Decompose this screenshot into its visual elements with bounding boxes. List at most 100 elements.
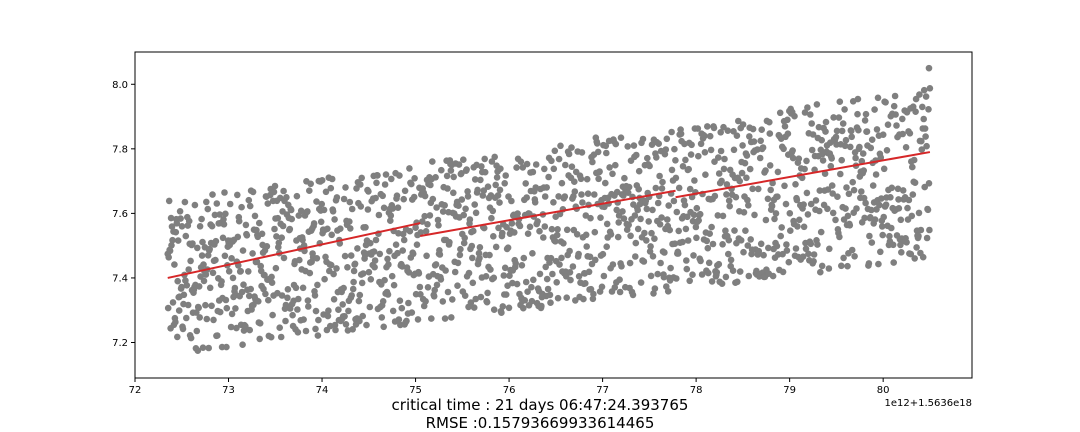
scatter-point [587, 214, 594, 222]
scatter-point [682, 156, 689, 164]
scatter-point [415, 270, 423, 277]
scatter-point [758, 126, 765, 133]
scatter-point [736, 268, 744, 275]
scatter-point [772, 210, 780, 217]
scatter-point [393, 192, 401, 199]
scatter-point [854, 95, 862, 103]
scatter-point [695, 152, 702, 160]
scatter-point [461, 234, 469, 242]
scatter-point [682, 225, 690, 233]
scatter-point [278, 292, 286, 299]
scatter-point [705, 259, 713, 267]
scatter-point [769, 272, 777, 280]
scatter-point [380, 204, 388, 212]
scatter-point [168, 242, 175, 249]
scatter-point [237, 267, 244, 275]
scatter-point [701, 132, 708, 140]
scatter-point [674, 250, 682, 257]
scatter-point [344, 264, 351, 271]
x-tick-label: 79 [783, 385, 796, 396]
scatter-point [386, 247, 393, 255]
scatter-point [877, 248, 884, 256]
scatter-point [884, 121, 892, 128]
scatter-point [225, 268, 233, 275]
scatter-point [438, 166, 445, 174]
scatter-point [854, 110, 861, 118]
scatter-point [166, 247, 174, 255]
scatter-point [226, 200, 234, 208]
scatter-point [643, 205, 651, 213]
scatter-point [917, 226, 925, 234]
scatter-point [612, 161, 619, 169]
scatter-point [367, 239, 374, 247]
scatter-point [340, 195, 348, 203]
scatter-point [873, 126, 881, 133]
scatter-point [282, 317, 289, 325]
scatter-point [692, 223, 700, 231]
scatter-point [363, 321, 370, 329]
scatter-point [342, 184, 349, 191]
scatter-point [331, 321, 339, 329]
scatter-point [195, 283, 203, 290]
scatter-point [439, 208, 447, 215]
scatter-point [655, 140, 662, 147]
scatter-point [598, 283, 606, 291]
scatter-point [789, 154, 797, 162]
scatter-point [803, 189, 811, 197]
scatter-point [749, 185, 756, 193]
scatter-point [376, 250, 384, 258]
scatter-point [922, 133, 929, 140]
x-tick-label: 72 [129, 385, 142, 396]
scatter-point [711, 192, 719, 200]
scatter-point [551, 147, 559, 155]
scatter-point [482, 273, 490, 280]
scatter-point [199, 238, 206, 246]
scatter-point [687, 151, 695, 158]
scatter-point [325, 307, 332, 315]
scatter-point [384, 291, 392, 298]
scatter-point [355, 297, 363, 305]
y-tick-label: 7.6 [112, 209, 128, 220]
scatter-point [173, 220, 181, 227]
scatter-point [435, 222, 442, 229]
scatter-point [658, 214, 665, 221]
scatter-point [481, 168, 489, 176]
scatter-point [706, 230, 713, 237]
scatter-point [590, 290, 597, 298]
scatter-point [328, 231, 336, 239]
scatter-point [413, 241, 421, 248]
scatter-point [253, 226, 260, 234]
scatter-point [321, 275, 328, 283]
scatter-point [544, 285, 552, 293]
scatter-point [381, 276, 388, 284]
scatter-point [858, 188, 865, 195]
scatter-point [406, 165, 413, 172]
scatter-point [558, 179, 566, 187]
scatter-point [256, 320, 264, 327]
scatter-point [833, 127, 841, 135]
scatter-point [511, 229, 518, 236]
scatter-point [802, 245, 810, 253]
scatter-point [651, 285, 659, 292]
scatter-point [419, 218, 426, 225]
scatter-point [461, 292, 469, 300]
scatter-point [396, 172, 403, 179]
scatter-point [782, 200, 790, 208]
scatter-point [174, 333, 181, 341]
y-axis: 7.2 7.4 7.6 7.8 8.0 [112, 80, 135, 349]
scatter-point [177, 215, 184, 222]
scatter-point [640, 258, 648, 265]
scatter-point [618, 263, 625, 270]
scatter-point [258, 230, 266, 238]
scatter-point [180, 291, 188, 299]
scatter-point [855, 126, 862, 134]
x-tick-label: 80 [877, 385, 890, 396]
scatter-point [264, 200, 272, 207]
scatter-point [549, 270, 556, 278]
scatter-point [297, 207, 305, 215]
scatter-point [602, 142, 610, 150]
scatter-point [256, 335, 264, 343]
scatter-point [348, 292, 356, 299]
scatter-point [408, 180, 415, 188]
scatter-point [541, 165, 548, 173]
